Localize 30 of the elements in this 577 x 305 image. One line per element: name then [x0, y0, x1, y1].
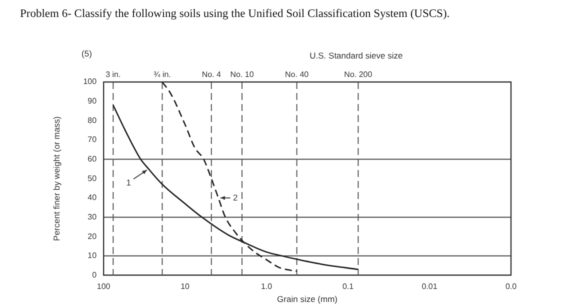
y-tick-label: 60	[88, 154, 98, 164]
ref-line-label: ¾ in.	[154, 70, 171, 80]
y-tick-label: 70	[88, 135, 98, 144]
y-tick-label: 20	[88, 232, 98, 241]
y-tick-label: 100	[83, 77, 98, 86]
ref-line-label: No. 40	[285, 70, 310, 80]
chart-title: Problem 6- Classify the following soils using the Unified Soil Classification System (USCS).	[20, 8, 450, 20]
x-tick-label: 1.0	[260, 282, 273, 292]
y-tick-label: 10	[88, 251, 98, 260]
x-tick-label: 0.01	[422, 282, 438, 292]
y-tick-label: 30	[88, 212, 98, 222]
x-tick-label: 100	[96, 282, 111, 292]
ref-line-label: No. 200	[344, 70, 373, 80]
ref-line-label: 3 in.	[106, 70, 121, 80]
x-tick-label: 0.0	[505, 282, 518, 292]
annotation: 2	[232, 192, 238, 202]
y-axis-title: Percent finer by weight (or mass)	[51, 116, 62, 241]
ref-line-label: No. 4	[202, 70, 222, 80]
y-tick-label: 0	[92, 270, 98, 280]
text: (5)	[82, 48, 92, 58]
x-tick-label: 0.1	[342, 282, 354, 292]
x-axis-title: Grain size (mm)	[277, 294, 338, 304]
ref-line-label: No. 10	[230, 70, 254, 80]
y-tick-label: 50	[88, 174, 98, 183]
annotation: 1	[126, 177, 132, 188]
y-tick-label: 40	[88, 193, 98, 202]
y-tick-label: 90	[88, 96, 98, 106]
x-tick-label: 10	[180, 282, 190, 292]
text: U.S. Standard sieve size	[310, 50, 403, 60]
y-tick-label: 80	[88, 116, 98, 125]
